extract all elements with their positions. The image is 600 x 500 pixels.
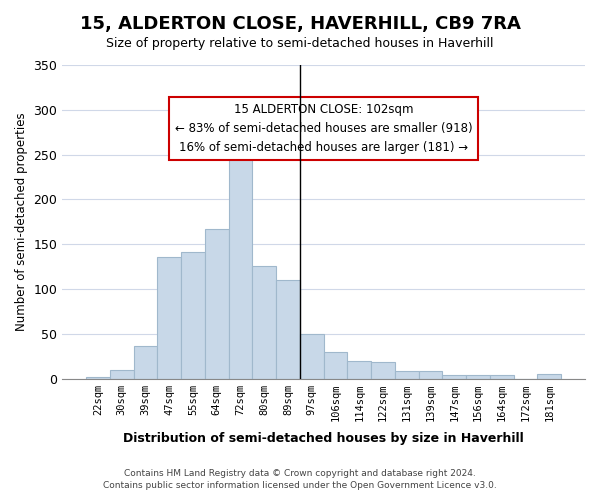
Bar (157, 256, 181, 378)
Bar (134, 346, 157, 378)
Bar (371, 362, 395, 378)
Bar (538, 374, 561, 378)
Bar (395, 372, 419, 378)
Bar (253, 266, 276, 378)
Bar (110, 370, 134, 378)
Text: 15 ALDERTON CLOSE: 102sqm
← 83% of semi-detached houses are smaller (918)
16% of: 15 ALDERTON CLOSE: 102sqm ← 83% of semi-… (175, 102, 472, 154)
Bar (347, 360, 371, 378)
X-axis label: Distribution of semi-detached houses by size in Haverhill: Distribution of semi-detached houses by … (123, 432, 524, 445)
Y-axis label: Number of semi-detached properties: Number of semi-detached properties (15, 112, 28, 331)
Bar (181, 252, 205, 378)
Bar (419, 372, 442, 378)
Bar (276, 280, 300, 378)
Bar (466, 375, 490, 378)
Text: Contains HM Land Registry data © Crown copyright and database right 2024.
Contai: Contains HM Land Registry data © Crown c… (103, 468, 497, 490)
Text: Size of property relative to semi-detached houses in Haverhill: Size of property relative to semi-detach… (106, 38, 494, 51)
Bar (86, 376, 110, 378)
Bar (490, 375, 514, 378)
Text: 15, ALDERTON CLOSE, HAVERHILL, CB9 7RA: 15, ALDERTON CLOSE, HAVERHILL, CB9 7RA (80, 15, 520, 33)
Bar (323, 352, 347, 378)
Bar (205, 229, 229, 378)
Bar (229, 146, 253, 378)
Bar (300, 334, 323, 378)
Bar (442, 375, 466, 378)
